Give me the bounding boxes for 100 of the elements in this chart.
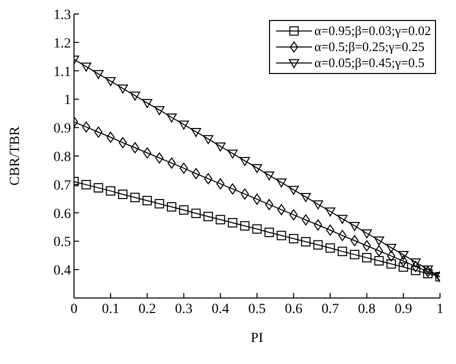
point xyxy=(422,265,433,274)
point xyxy=(154,106,165,116)
point xyxy=(410,266,420,276)
point xyxy=(166,114,177,122)
point xyxy=(118,190,128,200)
point xyxy=(203,135,214,144)
point xyxy=(288,234,298,244)
point xyxy=(166,202,176,212)
point xyxy=(228,183,237,194)
y-tick-label: 0.9 xyxy=(54,122,71,137)
y-tick-label: 1.3 xyxy=(54,8,71,23)
x-tick-label: 0.7 xyxy=(321,302,339,317)
point xyxy=(374,245,384,256)
point xyxy=(154,199,164,208)
point xyxy=(277,204,286,216)
point xyxy=(204,212,213,222)
point xyxy=(93,70,104,80)
point xyxy=(252,224,262,234)
point xyxy=(252,164,262,174)
point xyxy=(264,171,274,180)
point xyxy=(423,268,433,278)
point xyxy=(265,199,274,210)
point xyxy=(412,260,420,272)
point xyxy=(105,77,116,86)
point xyxy=(374,256,384,266)
y-tick-label: 1 xyxy=(64,93,71,108)
x-tick-label: 0 xyxy=(70,302,78,317)
point xyxy=(288,186,299,195)
point xyxy=(178,120,189,130)
point xyxy=(106,186,116,196)
point xyxy=(290,209,298,220)
point xyxy=(337,214,348,224)
point xyxy=(216,178,224,190)
legend-label: α=0.5;β=0.25;γ=0.25 xyxy=(314,39,424,55)
point xyxy=(190,128,202,137)
point xyxy=(362,240,371,252)
point xyxy=(106,132,115,143)
legend-label: α=0.05;β=0.45;γ=0.5 xyxy=(314,55,424,71)
point xyxy=(204,173,212,184)
x-tick-label: 0.2 xyxy=(138,302,156,317)
point xyxy=(94,126,102,138)
point xyxy=(227,150,238,159)
point xyxy=(314,219,322,231)
point xyxy=(179,205,188,215)
point xyxy=(398,262,408,272)
y-tick-label: 0.5 xyxy=(54,235,71,250)
x-axis-title: PI xyxy=(250,331,264,346)
y-tick-label: 0.4 xyxy=(54,264,71,279)
point xyxy=(313,240,323,250)
point xyxy=(130,142,140,154)
x-tick-label: 0.5 xyxy=(248,302,266,317)
point xyxy=(81,62,92,72)
point xyxy=(424,266,432,278)
point xyxy=(180,162,188,174)
point xyxy=(326,224,334,236)
point xyxy=(398,250,409,260)
legend-label: α=0.95;β=0.03;γ=0.02 xyxy=(314,23,431,39)
point xyxy=(130,192,140,202)
y-tick-label: 1.2 xyxy=(54,36,71,52)
point xyxy=(276,230,286,240)
point xyxy=(240,156,250,166)
point xyxy=(216,214,226,224)
point xyxy=(302,214,310,226)
point xyxy=(325,208,336,216)
point xyxy=(301,237,310,246)
point xyxy=(386,259,396,269)
x-tick-label: 0.4 xyxy=(212,302,230,317)
point xyxy=(410,258,421,268)
y-tick-label: 0.7 xyxy=(54,178,71,194)
point xyxy=(349,222,360,231)
point xyxy=(362,229,372,238)
x-tick-label: 1 xyxy=(436,302,444,317)
point xyxy=(240,188,249,200)
point xyxy=(387,250,396,262)
point xyxy=(228,218,238,228)
point xyxy=(338,230,346,242)
x-tick-label: 0.3 xyxy=(175,302,193,317)
point xyxy=(240,221,250,231)
point xyxy=(118,84,128,94)
point xyxy=(386,244,396,253)
y-tick-label: 0.8 xyxy=(54,150,71,165)
point xyxy=(143,147,152,158)
point xyxy=(82,121,90,133)
x-tick-label: 0.1 xyxy=(102,302,120,317)
point xyxy=(326,243,335,253)
point xyxy=(350,235,359,246)
point xyxy=(399,256,408,267)
point xyxy=(374,236,384,246)
x-tick-label: 0.8 xyxy=(358,302,376,317)
point xyxy=(118,137,127,148)
point xyxy=(215,142,226,152)
point xyxy=(142,196,152,206)
point xyxy=(155,152,164,164)
y-axis-title: CBR/TBR xyxy=(8,126,23,186)
point xyxy=(142,99,152,108)
x-tick-label: 0.6 xyxy=(284,302,302,317)
point xyxy=(362,252,372,262)
point xyxy=(276,178,287,188)
point xyxy=(81,180,91,190)
point xyxy=(252,194,262,205)
